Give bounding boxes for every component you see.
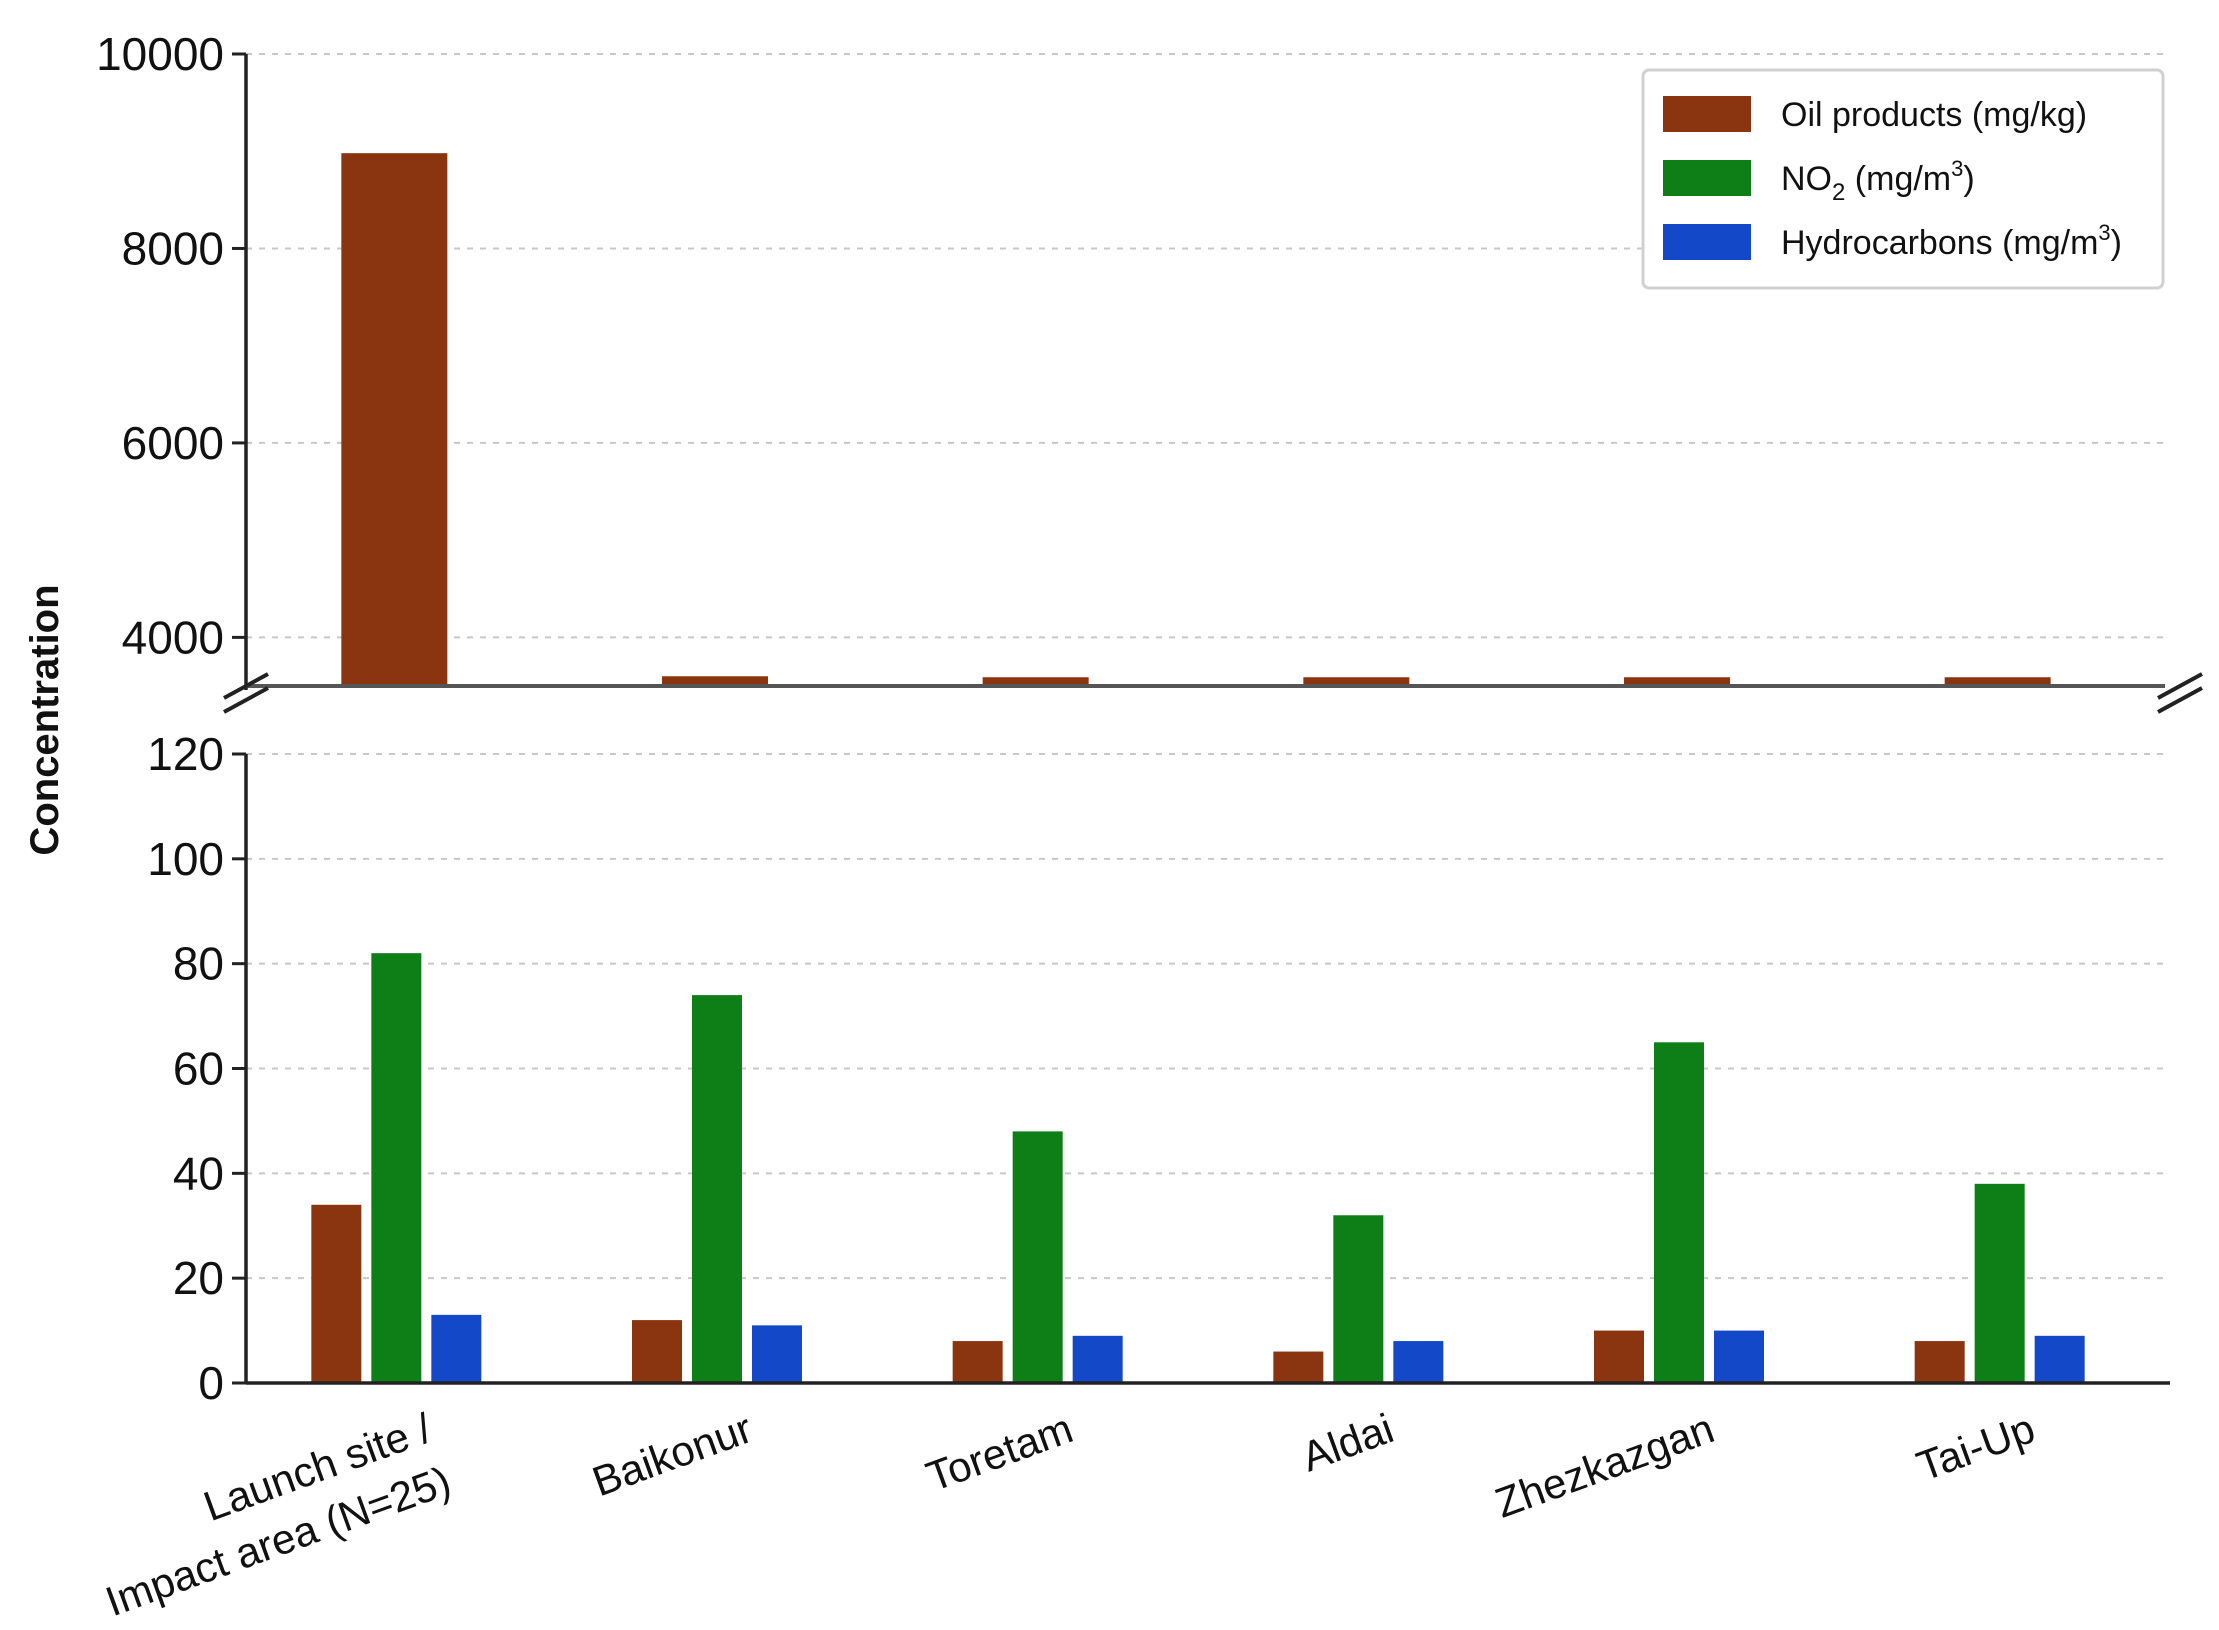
x-tick-label: Baikonur bbox=[586, 1404, 758, 1505]
bar bbox=[692, 995, 742, 1383]
bar-upper bbox=[1303, 677, 1410, 686]
y-axis-label: Concentration bbox=[23, 584, 67, 855]
axis-break-mark bbox=[223, 686, 269, 714]
x-tick-label: Zhezkazgan bbox=[1489, 1404, 1720, 1526]
legend-swatch bbox=[1663, 224, 1751, 260]
bar bbox=[1654, 1042, 1704, 1383]
x-tick-label: Aldai bbox=[1296, 1404, 1400, 1480]
gridlines bbox=[246, 53, 2170, 1280]
bars bbox=[311, 153, 2085, 1383]
legend-swatch bbox=[1663, 160, 1751, 196]
y-tick-label: 20 bbox=[173, 1252, 224, 1304]
legend: Oil products (mg/kg) NO2 (mg/m3) Hydrocarb… bbox=[1641, 68, 2165, 290]
axis-break-mark bbox=[2157, 686, 2203, 714]
bar-upper bbox=[1944, 677, 2051, 686]
legend-box bbox=[1641, 68, 2165, 290]
y-tick-label: 40 bbox=[173, 1147, 224, 1199]
y-tick-label: 60 bbox=[173, 1043, 224, 1095]
bar bbox=[371, 953, 422, 1383]
axis-break-mark bbox=[223, 672, 269, 700]
y-tick-label: 6000 bbox=[122, 417, 224, 469]
y-tick-label: 4000 bbox=[122, 611, 224, 663]
bar bbox=[1333, 1215, 1384, 1383]
y-tick-label: 100 bbox=[147, 833, 224, 885]
axis-break-mark bbox=[2157, 672, 2203, 700]
bar bbox=[752, 1325, 802, 1383]
bar bbox=[632, 1320, 682, 1383]
bar bbox=[1072, 1335, 1123, 1383]
bar-upper bbox=[662, 676, 768, 686]
x-tick-label: Launch site /Impact area (N=25) bbox=[80, 1404, 457, 1625]
bar bbox=[1273, 1351, 1324, 1383]
category-labels: Launch site /Impact area (N=25) Baikonur T… bbox=[80, 1404, 2041, 1625]
y-tick-label: 120 bbox=[147, 728, 224, 780]
bar bbox=[1594, 1330, 1644, 1383]
bar bbox=[2034, 1335, 2085, 1383]
legend-label: NO2 (mg/m3) bbox=[1781, 156, 1975, 206]
bar bbox=[1393, 1341, 1444, 1383]
y-tick-label: 10000 bbox=[96, 28, 224, 80]
bar-upper bbox=[1624, 677, 1730, 686]
bar bbox=[1714, 1330, 1764, 1383]
bar-upper bbox=[982, 677, 1089, 686]
legend-swatch bbox=[1663, 96, 1751, 132]
legend-label: Oil products (mg/kg) bbox=[1781, 96, 2087, 134]
bar bbox=[1012, 1131, 1063, 1383]
tick-labels: 4000 6000 8000 10000 0 20 40 60 80 100 120 bbox=[96, 28, 224, 1409]
bar bbox=[431, 1314, 482, 1383]
legend-label: Hydrocarbons (mg/m3) bbox=[1781, 220, 2122, 262]
bar bbox=[1974, 1183, 2025, 1383]
y-tick-label: 0 bbox=[198, 1357, 224, 1409]
x-tick-label: Tai-Up bbox=[1911, 1404, 2041, 1490]
bar bbox=[311, 1204, 362, 1383]
bar-upper bbox=[341, 153, 448, 686]
bar bbox=[1914, 1341, 1965, 1383]
x-tick-label: Toretam bbox=[920, 1404, 1079, 1500]
axes bbox=[223, 52, 2203, 1385]
y-tick-label: 80 bbox=[173, 938, 224, 990]
y-tick-label: 8000 bbox=[122, 222, 224, 274]
bar bbox=[952, 1341, 1003, 1383]
